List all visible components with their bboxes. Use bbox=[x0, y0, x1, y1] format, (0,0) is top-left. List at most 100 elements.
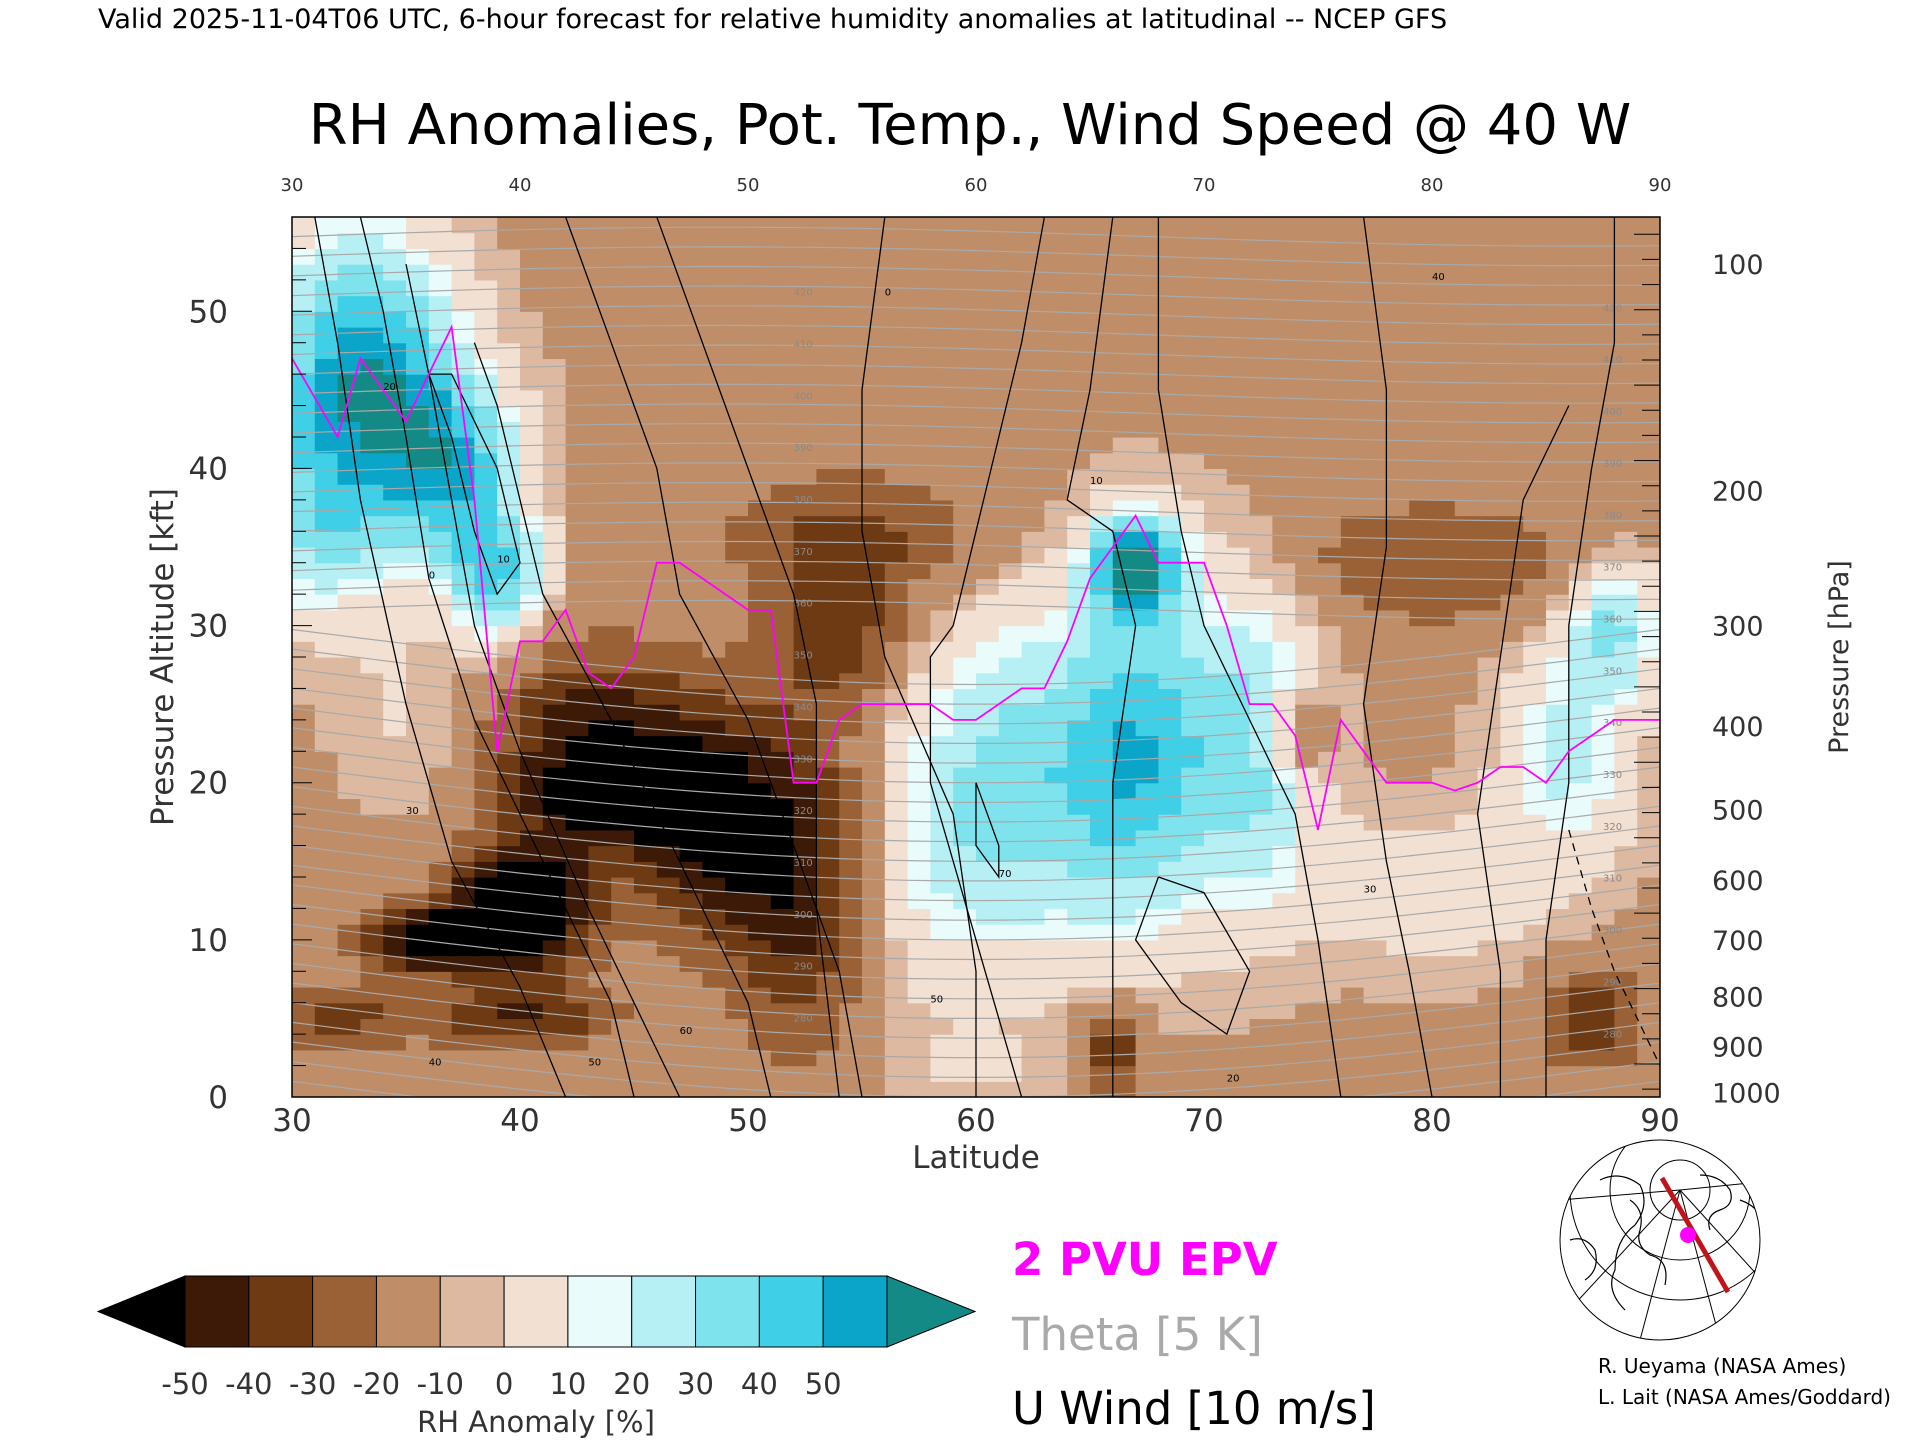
u-wind-contour-label: 30 bbox=[406, 806, 419, 817]
rh-cell bbox=[1568, 421, 1593, 438]
rh-cell bbox=[1295, 468, 1319, 485]
rh-cell bbox=[428, 672, 453, 690]
rh-cell bbox=[474, 767, 498, 784]
rh-cell bbox=[1318, 421, 1342, 438]
rh-cell bbox=[862, 468, 886, 485]
x-top-tick-label: 40 bbox=[509, 175, 532, 196]
rh-cell bbox=[953, 452, 977, 470]
rh-cell bbox=[1226, 562, 1251, 580]
rh-cell bbox=[588, 437, 612, 454]
rh-cell bbox=[679, 1065, 703, 1082]
rh-cell bbox=[1614, 562, 1638, 580]
rh-cell bbox=[930, 452, 954, 470]
rh-cell bbox=[725, 389, 749, 407]
rh-cell bbox=[474, 531, 498, 548]
rh-cell bbox=[1249, 1081, 1273, 1097]
rh-cell bbox=[998, 264, 1023, 281]
rh-cell bbox=[1135, 767, 1159, 784]
rh-cell bbox=[497, 421, 521, 438]
y-tick-label: 10 bbox=[189, 923, 228, 959]
rh-cell bbox=[656, 217, 681, 234]
rh-cell bbox=[1090, 499, 1114, 517]
rh-cell bbox=[1021, 468, 1045, 485]
rh-cell bbox=[1181, 547, 1205, 564]
rh-cell bbox=[748, 437, 772, 454]
rh-cell bbox=[998, 342, 1023, 360]
rh-cell bbox=[383, 311, 407, 328]
rh-cell bbox=[1409, 217, 1433, 234]
rh-cell bbox=[656, 672, 681, 690]
rh-cell bbox=[748, 358, 772, 375]
rh-cell bbox=[1021, 374, 1045, 391]
theta-contour-label: 280 bbox=[1603, 1029, 1622, 1040]
rh-cell bbox=[1112, 279, 1137, 297]
rh-cell bbox=[1546, 562, 1570, 580]
rh-cell bbox=[1637, 515, 1660, 532]
rh-cell bbox=[1409, 625, 1433, 642]
rh-cell bbox=[725, 1049, 749, 1067]
rh-cell bbox=[1340, 829, 1365, 847]
rh-cell bbox=[1226, 609, 1251, 627]
rh-cell bbox=[292, 908, 316, 925]
rh-cell bbox=[1568, 342, 1593, 360]
rh-cell bbox=[1090, 547, 1114, 564]
u-wind-contour-line bbox=[656, 217, 840, 1097]
colorbar-tick-label: -20 bbox=[353, 1367, 400, 1401]
rh-cell bbox=[1409, 672, 1433, 690]
rh-cell bbox=[976, 719, 1000, 737]
rh-cell bbox=[1591, 468, 1615, 485]
rh-cell bbox=[1591, 437, 1615, 454]
rh-cell bbox=[1500, 264, 1524, 281]
colorbar-swatch bbox=[631, 1275, 697, 1348]
rh-cell bbox=[1067, 1034, 1091, 1051]
rh-cell bbox=[360, 499, 384, 517]
rh-cell bbox=[1614, 217, 1638, 234]
rh-cell bbox=[1614, 248, 1638, 265]
rh-cell bbox=[1044, 609, 1068, 627]
rh-cell bbox=[907, 688, 931, 705]
rh-cell bbox=[1090, 452, 1114, 470]
rh-cell bbox=[1546, 735, 1570, 752]
rh-cell bbox=[497, 295, 521, 312]
rh-cell bbox=[383, 625, 407, 642]
rh-cell bbox=[770, 1002, 795, 1020]
rh-cell bbox=[816, 578, 840, 595]
rh-cell bbox=[1477, 452, 1501, 470]
rh-cell bbox=[1067, 248, 1091, 265]
rh-cell bbox=[930, 955, 954, 972]
rh-cell bbox=[816, 515, 840, 532]
rh-cell bbox=[839, 798, 863, 815]
rh-cell bbox=[1614, 594, 1638, 611]
rh-cell bbox=[1591, 342, 1615, 360]
rh-cell bbox=[1568, 452, 1593, 470]
rh-cell bbox=[748, 1049, 772, 1067]
rh-cell bbox=[1067, 594, 1091, 611]
rh-cell bbox=[1432, 735, 1456, 752]
rh-cell bbox=[748, 877, 772, 894]
rh-cell bbox=[474, 217, 498, 234]
rh-cell bbox=[656, 798, 681, 815]
rh-cell bbox=[1432, 217, 1456, 234]
rh-cell bbox=[725, 311, 749, 328]
rh-cell bbox=[611, 939, 635, 957]
rh-cell bbox=[1226, 767, 1251, 784]
rh-cell bbox=[998, 232, 1023, 250]
rh-cell bbox=[1067, 625, 1091, 642]
rh-cell bbox=[542, 531, 567, 548]
rh-cell bbox=[1454, 311, 1479, 328]
rh-cell bbox=[611, 814, 635, 831]
rh-cell bbox=[1591, 971, 1615, 988]
rh-cell bbox=[1432, 751, 1456, 768]
rh-cell bbox=[1181, 248, 1205, 265]
rh-cell bbox=[1249, 1049, 1273, 1067]
rh-cell bbox=[702, 1081, 726, 1097]
rh-cell bbox=[1318, 295, 1342, 312]
rh-cell bbox=[770, 1081, 795, 1097]
rh-cell bbox=[1021, 908, 1045, 925]
rh-cell bbox=[1044, 625, 1068, 642]
rh-cell bbox=[1477, 578, 1501, 595]
rh-cell bbox=[611, 374, 635, 391]
rh-cell bbox=[1158, 1002, 1182, 1020]
rh-cell bbox=[748, 374, 772, 391]
rh-cell bbox=[998, 1065, 1023, 1082]
